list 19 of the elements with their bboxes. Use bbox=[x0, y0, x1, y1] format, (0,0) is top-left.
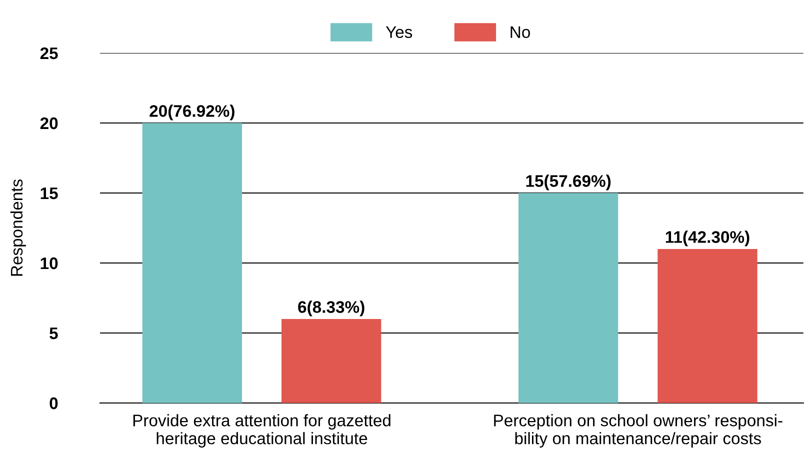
y-tick-label: 0 bbox=[50, 397, 58, 410]
legend-label: Yes bbox=[386, 26, 412, 38]
x-tick-label: Provide extra attention for gazetted heritage educational institute bbox=[133, 414, 390, 448]
y-tick-label: 10 bbox=[40, 257, 58, 270]
data-label: 6(8.33%) bbox=[298, 300, 364, 316]
y-axis-title: Respondents bbox=[10, 179, 26, 276]
y-tick-label: 20 bbox=[40, 117, 58, 130]
y-tick-label: 5 bbox=[50, 328, 58, 340]
data-label: 11(42.30%) bbox=[666, 230, 750, 246]
bar bbox=[281, 319, 382, 403]
data-label: 20(76.92%) bbox=[150, 104, 234, 120]
y-tick-label: 15 bbox=[40, 188, 58, 200]
data-label: 15(57.69%) bbox=[526, 174, 611, 190]
y-tick-label: 25 bbox=[40, 47, 58, 60]
bar bbox=[142, 123, 242, 403]
legend-label: No bbox=[510, 26, 530, 38]
bar bbox=[518, 193, 618, 403]
bar bbox=[658, 249, 758, 403]
x-tick-label: Perception on school owners’ responsi- bility on maintenance/repair costs bbox=[494, 414, 782, 448]
